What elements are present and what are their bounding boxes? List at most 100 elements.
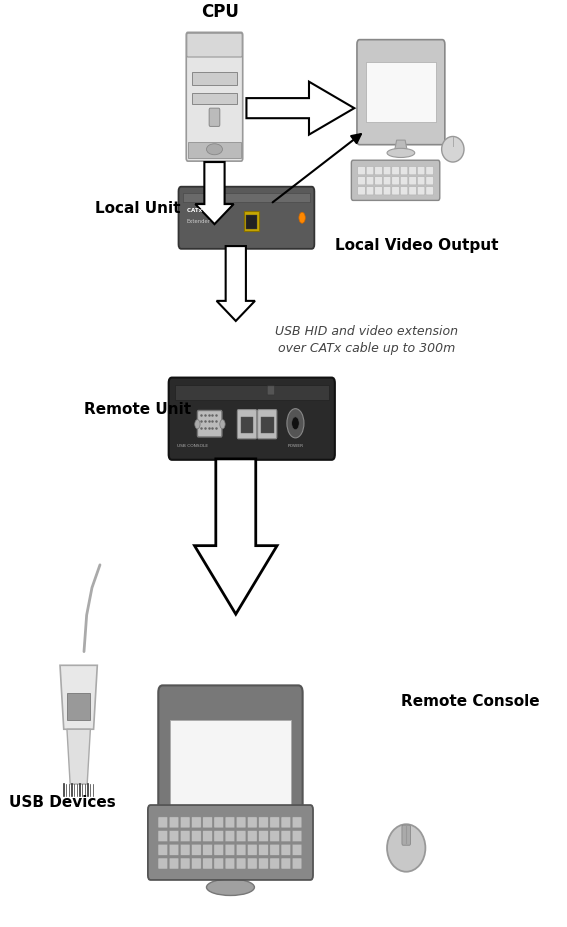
FancyBboxPatch shape [392,167,399,175]
FancyBboxPatch shape [402,825,411,845]
FancyBboxPatch shape [352,160,440,200]
Text: CPU: CPU [201,4,239,21]
Text: CATx KVM: CATx KVM [187,208,218,213]
FancyBboxPatch shape [192,844,201,856]
Circle shape [220,420,225,429]
FancyBboxPatch shape [417,167,425,175]
FancyBboxPatch shape [383,186,391,195]
FancyBboxPatch shape [192,93,237,104]
Polygon shape [60,666,98,730]
Text: Remote Unit: Remote Unit [84,402,191,417]
FancyBboxPatch shape [400,186,408,195]
FancyBboxPatch shape [426,177,433,184]
FancyBboxPatch shape [257,410,277,438]
Polygon shape [395,140,407,151]
FancyBboxPatch shape [281,831,291,842]
FancyBboxPatch shape [180,844,190,856]
FancyBboxPatch shape [366,167,374,175]
Text: POWER: POWER [287,444,303,448]
FancyBboxPatch shape [375,167,382,175]
FancyBboxPatch shape [158,817,168,828]
FancyBboxPatch shape [417,186,425,195]
FancyBboxPatch shape [179,186,314,248]
FancyBboxPatch shape [192,831,201,842]
Circle shape [228,846,233,856]
FancyBboxPatch shape [417,177,425,184]
FancyBboxPatch shape [148,805,313,880]
Ellipse shape [206,144,222,155]
FancyBboxPatch shape [248,844,257,856]
FancyBboxPatch shape [225,844,235,856]
FancyBboxPatch shape [375,186,382,195]
FancyBboxPatch shape [270,831,280,842]
FancyBboxPatch shape [292,817,302,828]
FancyBboxPatch shape [188,142,241,159]
FancyBboxPatch shape [192,71,237,85]
FancyBboxPatch shape [158,831,168,842]
Text: over CATx cable up to 300m: over CATx cable up to 300m [278,342,455,355]
Ellipse shape [442,136,464,162]
FancyBboxPatch shape [225,831,235,842]
Polygon shape [194,459,277,615]
FancyBboxPatch shape [214,844,223,856]
FancyBboxPatch shape [270,844,280,856]
FancyBboxPatch shape [209,108,220,126]
FancyBboxPatch shape [180,858,190,869]
FancyBboxPatch shape [281,817,291,828]
Text: Extender: Extender [187,219,210,224]
FancyBboxPatch shape [409,167,416,175]
FancyBboxPatch shape [383,177,391,184]
FancyBboxPatch shape [358,167,365,175]
FancyBboxPatch shape [186,32,243,161]
FancyBboxPatch shape [259,844,268,856]
FancyBboxPatch shape [214,858,223,869]
FancyBboxPatch shape [400,167,408,175]
FancyBboxPatch shape [366,186,374,195]
FancyBboxPatch shape [183,193,310,202]
FancyBboxPatch shape [169,831,179,842]
FancyBboxPatch shape [259,817,268,828]
Circle shape [239,846,245,856]
FancyBboxPatch shape [192,817,201,828]
FancyBboxPatch shape [248,831,257,842]
FancyBboxPatch shape [409,177,416,184]
Text: Local Video Output: Local Video Output [335,237,498,253]
Circle shape [287,409,304,438]
FancyBboxPatch shape [175,385,329,400]
FancyBboxPatch shape [366,61,436,121]
FancyBboxPatch shape [244,211,259,232]
FancyBboxPatch shape [169,844,179,856]
Polygon shape [195,162,234,224]
FancyBboxPatch shape [240,417,253,433]
FancyBboxPatch shape [203,831,213,842]
FancyBboxPatch shape [292,844,302,856]
FancyBboxPatch shape [192,858,201,869]
FancyBboxPatch shape [426,186,433,195]
FancyBboxPatch shape [248,858,257,869]
FancyBboxPatch shape [225,858,235,869]
FancyBboxPatch shape [203,817,213,828]
FancyBboxPatch shape [392,186,399,195]
Ellipse shape [387,148,414,158]
Text: Remote Console: Remote Console [401,694,540,709]
FancyBboxPatch shape [261,417,274,433]
Text: USB HID and video extension: USB HID and video extension [275,325,458,338]
FancyBboxPatch shape [180,831,190,842]
FancyBboxPatch shape [169,817,179,828]
FancyBboxPatch shape [357,40,445,145]
FancyBboxPatch shape [383,167,391,175]
FancyBboxPatch shape [225,817,235,828]
Polygon shape [217,862,244,884]
FancyBboxPatch shape [180,817,190,828]
FancyBboxPatch shape [203,858,213,869]
FancyBboxPatch shape [392,177,399,184]
FancyBboxPatch shape [292,858,302,869]
FancyBboxPatch shape [400,177,408,184]
Polygon shape [247,82,354,134]
FancyBboxPatch shape [259,831,268,842]
FancyBboxPatch shape [409,186,416,195]
Ellipse shape [387,824,425,871]
FancyBboxPatch shape [67,692,90,720]
FancyBboxPatch shape [170,720,291,838]
FancyBboxPatch shape [168,377,335,460]
